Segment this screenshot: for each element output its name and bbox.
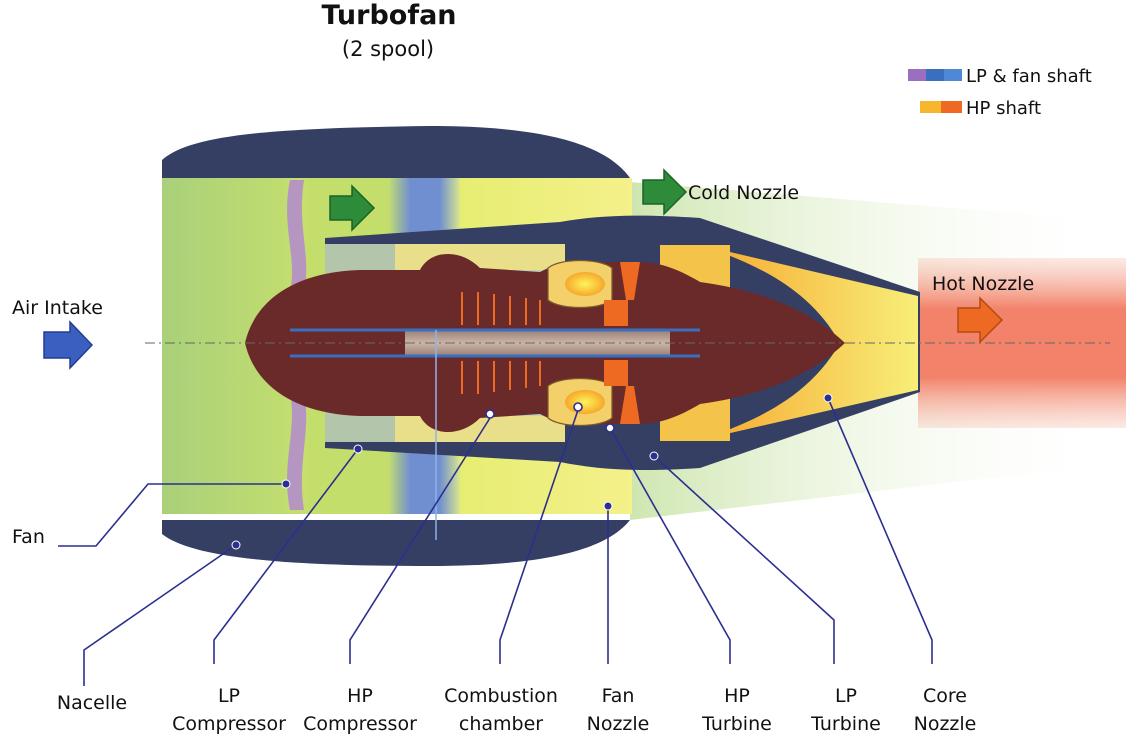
legend: LP & fan shaft HP shaft bbox=[908, 66, 1092, 119]
diagram-title: Turbofan bbox=[321, 0, 456, 31]
nacelle-label: Nacelle bbox=[57, 692, 127, 714]
core-nozzle-label-2: Nozzle bbox=[914, 713, 977, 735]
combustion-chamber-label-1: Combustion bbox=[444, 685, 558, 707]
legend-lp-swatch-2 bbox=[926, 69, 944, 81]
legend-hp-swatch-2 bbox=[941, 101, 962, 113]
legend-lp-label: LP & fan shaft bbox=[966, 66, 1092, 87]
lp-turbine-label-2: Turbine bbox=[810, 713, 881, 735]
combustion-chamber-label-2: chamber bbox=[459, 713, 543, 735]
fan-label: Fan bbox=[12, 526, 45, 548]
fan-nozzle-label-1: Fan bbox=[602, 685, 635, 707]
leader-dots bbox=[231, 393, 833, 550]
hot-nozzle-label: Hot Nozzle bbox=[932, 273, 1034, 295]
cold-nozzle-arrow bbox=[642, 168, 688, 216]
fan-blades bbox=[287, 180, 307, 510]
lp-compressor-label-1: LP bbox=[218, 685, 240, 707]
hp-turbine-disks bbox=[604, 262, 640, 424]
air-intake-arrow bbox=[43, 320, 94, 370]
hp-compressor-label-1: HP bbox=[347, 685, 373, 707]
lp-turbine-label-1: LP bbox=[835, 685, 857, 707]
diagram-subtitle: (2 spool) bbox=[342, 37, 434, 61]
hot-nozzle-arrow bbox=[957, 296, 1004, 344]
combustion-chamber-shape bbox=[547, 259, 613, 427]
core-nozzle-label-1: Core bbox=[923, 685, 967, 707]
leader-lines bbox=[58, 397, 933, 686]
lp-compressor-label-2: Compressor bbox=[172, 713, 286, 735]
cold-nozzle-label: Cold Nozzle bbox=[688, 182, 799, 204]
legend-hp-label: HP shaft bbox=[966, 98, 1041, 119]
legend-lp-swatch-3 bbox=[944, 69, 962, 81]
hp-compressor-label-2: Compressor bbox=[303, 713, 417, 735]
hp-turbine-label-2: Turbine bbox=[701, 713, 772, 735]
compressor-blades bbox=[461, 292, 541, 394]
bypass-arrow bbox=[329, 184, 376, 232]
nacelle-top bbox=[162, 126, 630, 178]
legend-lp-swatch-1 bbox=[908, 69, 926, 81]
fan-nozzle-label-2: Nozzle bbox=[587, 713, 650, 735]
hp-turbine-label-1: HP bbox=[724, 685, 750, 707]
core-nozzle-zone bbox=[700, 245, 918, 440]
legend-hp-swatch-1 bbox=[920, 101, 941, 113]
air-intake-label: Air Intake bbox=[12, 297, 103, 319]
